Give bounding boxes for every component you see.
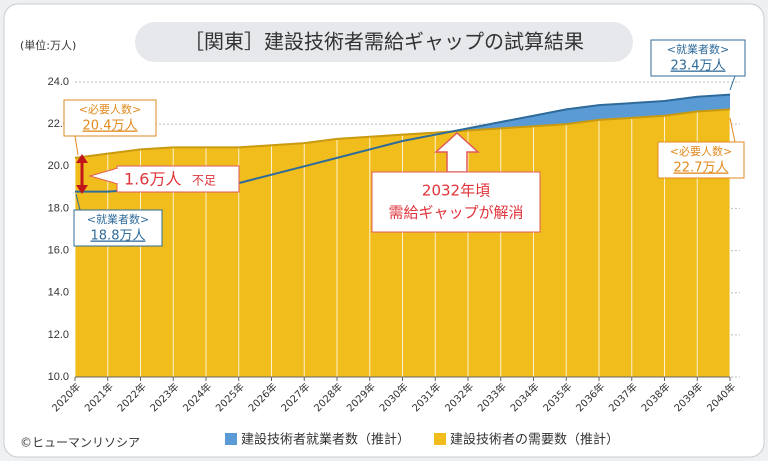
shortage-suffix: 不足: [192, 174, 216, 188]
legend-label: 建設技術者就業者数（推計）: [241, 432, 410, 448]
annotation-heading: <必要人数>: [670, 145, 732, 158]
annotation-heading: <必要人数>: [79, 103, 141, 116]
resolved-line1: 2032年頃: [422, 182, 490, 200]
callout-pointer: [729, 117, 736, 143]
y-tick-label: 20.0: [48, 160, 69, 172]
chart-title: ［関東］建設技術者需給ギャップの試算結果: [184, 30, 584, 54]
line: [74, 108, 731, 159]
annotation-value: 18.8万人: [91, 229, 146, 244]
y-tick-label: 10.0: [48, 371, 69, 383]
y-tick-label: 18.0: [48, 202, 69, 214]
resolved-line2: 需給ギャップが解消: [388, 204, 523, 222]
y-tick-label: 22.0: [48, 118, 69, 130]
callout-box: [650, 39, 746, 77]
y-tick-label: 12.0: [48, 329, 69, 341]
callout-pointer: [75, 193, 81, 211]
shortage-label: 1.6万人: [124, 170, 181, 189]
annotation-value: 20.4万人: [83, 119, 138, 134]
annotation-heading: <就業者数>: [667, 42, 729, 56]
callout-pointer: [74, 135, 79, 156]
legend-swatch: [434, 433, 447, 445]
annotations: 1.6万人 不足 <必要人数> 20.4万人 <就業者数> 18.8万人 <就業…: [63, 39, 746, 247]
callout-box: [63, 99, 157, 137]
legend-label: 建設技術者の需要数（推計）: [450, 432, 619, 448]
annotation-value: 23.4万人: [671, 59, 726, 74]
mask: [115, 169, 119, 183]
callout-pointer: [729, 75, 736, 91]
callout-box: [371, 171, 541, 233]
annotation-value: 22.7万人: [674, 161, 729, 176]
annotation-heading: <就業者数>: [87, 212, 149, 226]
callout-box: [73, 209, 163, 247]
gap-arrow-head: [76, 154, 88, 163]
legend-swatch: [225, 433, 237, 445]
y-tick-label: 16.0: [48, 244, 69, 256]
y-tick-label: 14.0: [48, 287, 69, 299]
y-tick-label: 24.0: [48, 76, 69, 88]
title-pill: [135, 22, 633, 62]
callout-box: [116, 165, 240, 193]
callout-box: [657, 141, 745, 179]
unit-label: (単位:万人): [20, 38, 76, 52]
copyright: ©ヒューマンリソシア: [20, 436, 140, 450]
gap-arrow-head: [76, 185, 88, 194]
